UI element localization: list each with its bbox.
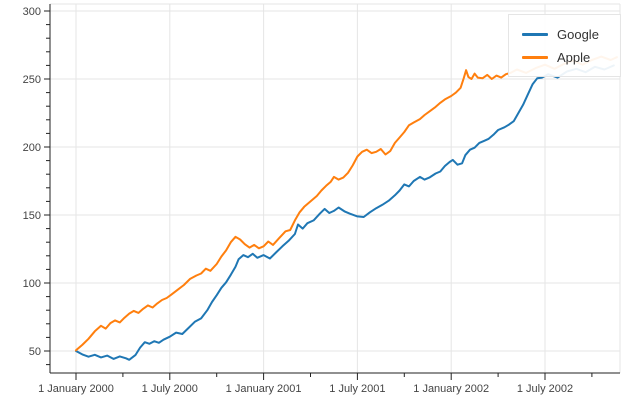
y-tick-label: 50 (29, 346, 41, 358)
x-tick-label: 1 July 2000 (142, 383, 198, 395)
series-line-google (75, 64, 615, 361)
x-tick-label: 1 July 2001 (329, 383, 385, 395)
x-tick-label: 1 January 2001 (226, 383, 302, 395)
y-tick-label: 150 (23, 210, 41, 222)
legend-item-google: Google (522, 28, 620, 41)
legend-item-apple: Apple (522, 51, 620, 64)
y-tick-label: 250 (23, 74, 41, 86)
axis-ticks (44, 10, 593, 380)
x-tick-label: 1 July 2002 (517, 383, 573, 395)
gridlines (50, 4, 620, 373)
tick-labels: 1 January 2000 1 July 2000 1 January 2001 1… (23, 6, 573, 395)
series-line-apple (75, 55, 618, 352)
legend-swatch-google (522, 32, 548, 36)
legend-label-apple: Apple (557, 49, 591, 65)
x-tick-label: 1 January 2000 (38, 383, 114, 395)
legend-label-google: Google (557, 26, 599, 42)
y-tick-label: 300 (23, 6, 41, 18)
chart-legend: Google Apple (508, 14, 621, 77)
y-tick-label: 200 (23, 142, 41, 154)
legend-swatch-apple (522, 55, 548, 59)
x-tick-label: 1 January 2002 (413, 383, 489, 395)
y-tick-label: 100 (23, 278, 41, 290)
